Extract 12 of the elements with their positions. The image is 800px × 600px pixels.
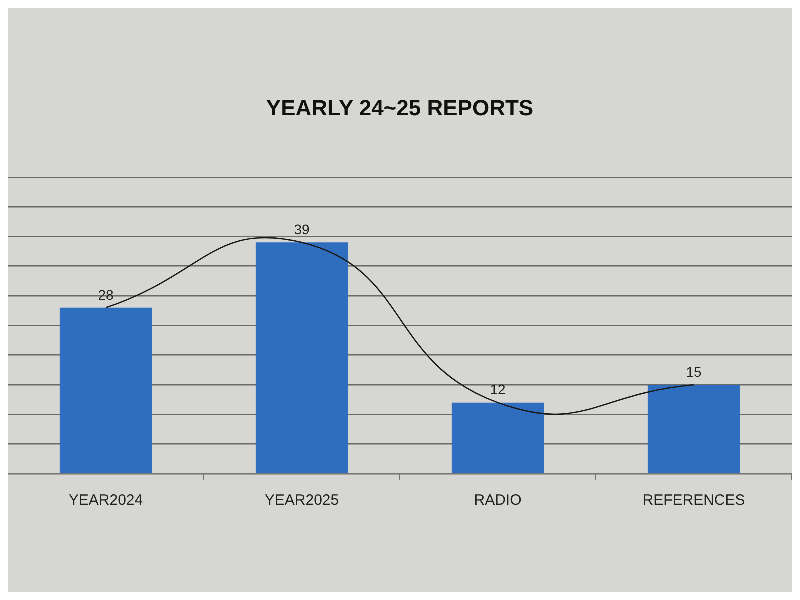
bar	[452, 402, 544, 474]
bar	[648, 385, 740, 474]
bar	[256, 242, 348, 474]
x-tick-label: RADIO	[474, 492, 522, 510]
x-tick-label: YEAR2024	[68, 492, 144, 510]
data-label: 39	[294, 222, 310, 238]
x-tick-label: REFERENCES	[642, 492, 746, 510]
chart-title: YEARLY 24~25 REPORTS	[266, 95, 534, 120]
bar	[60, 308, 152, 474]
data-label: 12	[490, 382, 506, 398]
x-tick-label: YEAR2025	[264, 492, 340, 510]
data-label: 15	[686, 364, 702, 380]
